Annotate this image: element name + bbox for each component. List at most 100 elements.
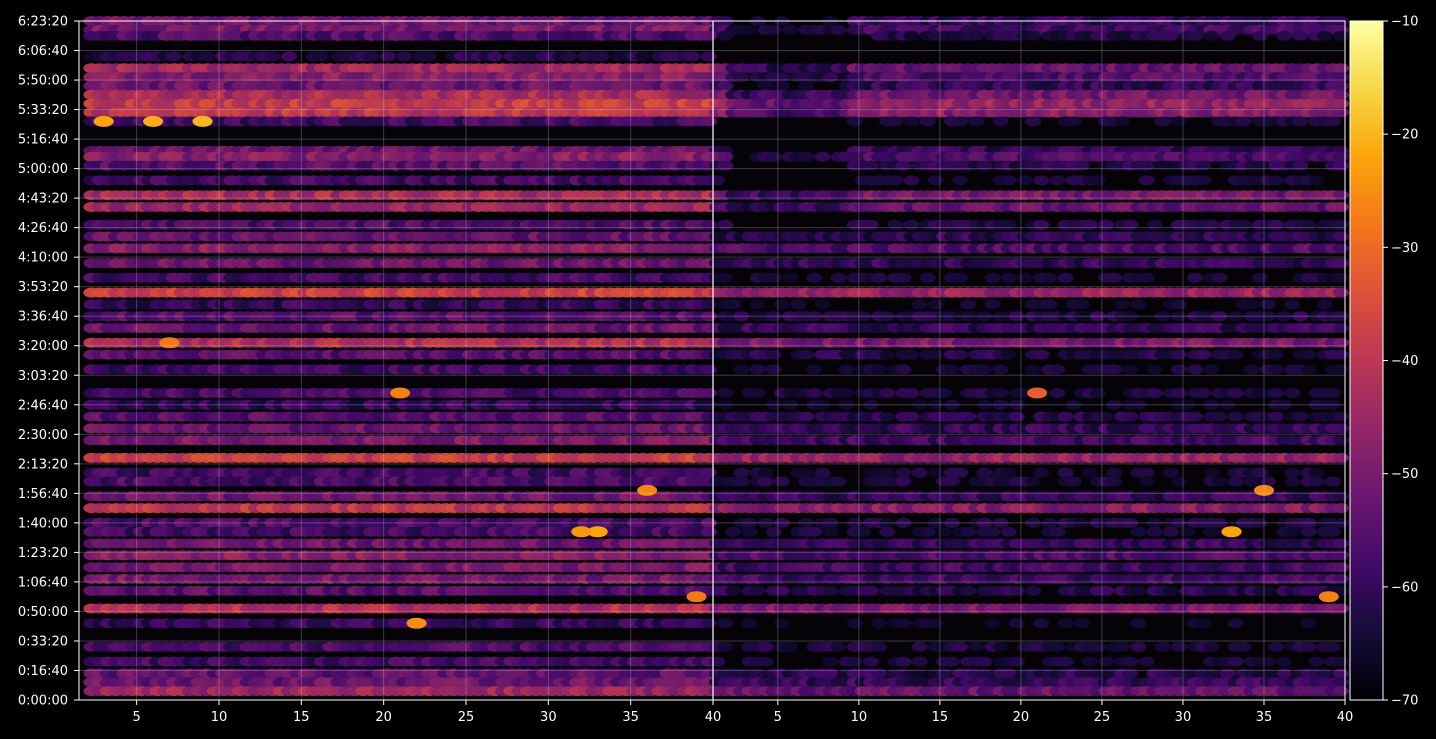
heatmap-cell — [700, 467, 717, 478]
heatmap-cell — [871, 272, 888, 283]
heatmap-cell — [1268, 411, 1285, 422]
heatmap-cell — [281, 51, 297, 62]
heatmap-cell — [1195, 388, 1212, 398]
heatmap-cell — [420, 51, 437, 62]
heatmap-cell — [1332, 30, 1349, 41]
heatmap-cell — [1025, 30, 1042, 41]
heatmap-cell — [1284, 467, 1301, 478]
heatmap-cell — [313, 51, 330, 62]
heatmap-cell — [1260, 299, 1276, 310]
heatmap-cell — [1025, 364, 1042, 375]
heatmap-cell — [1251, 160, 1268, 171]
heatmap-cell — [935, 388, 952, 398]
heatmap-cell — [717, 160, 734, 171]
heatmap-cell — [1316, 299, 1333, 310]
heatmap-cell — [1000, 349, 1017, 360]
heatmap-cell — [798, 467, 815, 478]
heatmap-cell — [1300, 219, 1317, 230]
heatmap-cell — [814, 467, 831, 478]
heatmap-cell — [790, 299, 807, 310]
heatmap-cell — [992, 116, 1009, 127]
heatmap-cell — [1089, 388, 1106, 398]
heatmap-cell — [903, 30, 920, 41]
heatmap-cell — [1227, 388, 1244, 398]
heatmap-cell — [927, 349, 944, 360]
heatmap-cell — [806, 364, 823, 375]
heatmap-cell — [765, 272, 782, 283]
heatmap-cell — [1203, 219, 1220, 230]
heatmap-cell — [944, 364, 960, 375]
heatmap-cell — [1106, 467, 1123, 478]
heatmap-cell — [1251, 467, 1268, 478]
heatmap-cell — [1016, 272, 1033, 283]
heatmap-cell — [903, 219, 920, 230]
heatmap-cell — [1187, 30, 1204, 41]
heatmap-cell — [1251, 272, 1268, 283]
heatmap-cell — [1049, 388, 1066, 398]
heatmap-cell — [700, 299, 717, 310]
heatmap-cell — [1000, 467, 1017, 478]
heatmap-cell — [1106, 272, 1123, 283]
heatmap-cell — [960, 299, 977, 310]
heatmap-cell — [1235, 116, 1252, 127]
heatmap-cell — [1332, 231, 1349, 242]
heatmap-cell — [952, 349, 969, 360]
heatmap-cell — [1227, 349, 1244, 360]
heatmap-cell — [895, 467, 912, 478]
heatmap-cell — [1251, 30, 1268, 41]
heatmap-cell — [814, 151, 831, 162]
heatmap-cell — [741, 24, 758, 35]
heatmap-cell — [879, 467, 896, 478]
heatmap-cell — [1057, 467, 1074, 478]
heatmap-cell — [952, 467, 969, 478]
heatmap-cell — [1284, 299, 1301, 310]
heatmap-cell — [1332, 323, 1349, 333]
heatmap-cell — [1332, 452, 1349, 463]
heatmap-cell — [960, 411, 977, 422]
heatmap-cell — [1065, 116, 1082, 127]
heatmap-cell — [757, 476, 774, 487]
heatmap-cell — [927, 299, 944, 310]
heatmap-cell — [717, 219, 734, 230]
heatmap-cell — [1308, 467, 1325, 478]
heatmap-cell — [1041, 299, 1058, 310]
heatmap-cell — [1332, 107, 1349, 118]
heatmap-cell — [1114, 299, 1131, 310]
heatmap-cell — [895, 476, 912, 487]
heatmap-cell — [1219, 30, 1236, 41]
heatmap-cell — [717, 30, 734, 41]
heatmap-cell — [1025, 116, 1042, 127]
heatmap-cell — [1057, 411, 1074, 422]
heatmap-cell — [700, 30, 717, 41]
heatmap-cell — [1000, 175, 1017, 186]
heatmap-cell — [1308, 175, 1325, 186]
heatmap-cell — [1268, 175, 1285, 186]
heatmap-cell — [1332, 202, 1349, 212]
heatmap-cell — [1098, 219, 1114, 230]
heatmap-cell — [1324, 116, 1341, 127]
heatmap-cell — [830, 476, 847, 487]
heatmap-cell — [1268, 219, 1285, 230]
heatmap-cell — [1138, 175, 1155, 186]
heatmap-cell — [1170, 349, 1187, 360]
heatmap-cell — [1041, 272, 1058, 283]
heatmap-cell — [968, 116, 985, 127]
heatmap-cell — [887, 175, 904, 186]
heatmap-cell — [976, 160, 993, 171]
heatmap-cell — [830, 24, 847, 35]
heatmap-cell — [749, 299, 766, 310]
heatmap-cell — [952, 272, 969, 283]
heatmap-cell — [700, 219, 717, 230]
heatmap-cell — [1122, 219, 1139, 230]
heatmap-cell — [1187, 364, 1204, 375]
heatmap-cell — [1332, 272, 1349, 283]
heatmap-cell — [871, 364, 888, 375]
heatmap-cell — [773, 80, 790, 91]
heatmap-cell — [635, 51, 651, 62]
heatmap-cell — [709, 175, 726, 186]
heatmap-cell — [773, 72, 790, 83]
heatmap-cells — [83, 16, 1349, 697]
heatmap-cell — [911, 299, 928, 310]
heatmap-cell — [863, 160, 879, 171]
heatmap-cell — [749, 364, 766, 375]
